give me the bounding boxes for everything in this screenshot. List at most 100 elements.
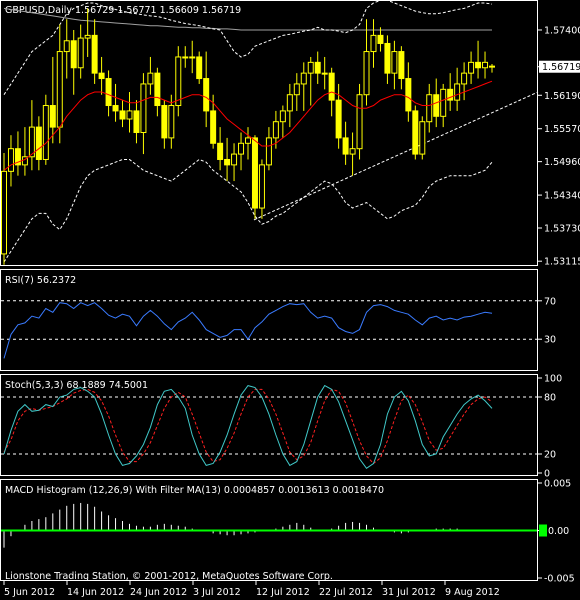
x-axis-label: 31 Jul 2012 [382,587,436,598]
price-candle [154,67,161,117]
candle-body [119,110,126,120]
price-candle [112,83,119,122]
candle-body [489,65,495,68]
macd-axis-label: -0.005 [544,574,575,585]
price-candle [105,70,112,117]
rsi-panel-title: RSI(7) 56.2372 [5,275,76,286]
price-candle [161,100,168,149]
price-candle [238,132,245,171]
candle-body [91,34,98,74]
moving-average-long-line [3,7,492,31]
candle-body [203,78,210,112]
price-candle [419,116,426,160]
price-candle [49,56,56,144]
price-candle [119,100,126,128]
candle-body [356,94,363,150]
price-candle [363,19,370,106]
support-trendline [253,91,539,221]
candle-body [7,148,14,172]
candle-body [98,72,105,80]
macd-axis-label: 0.005 [544,479,571,490]
candle-body [84,34,91,39]
price-candle [475,40,482,79]
candle-body [70,40,77,69]
stoch-panel-frame[interactable] [0,374,538,476]
macd-panel-frame[interactable] [0,479,538,581]
rsi-line [3,302,493,359]
price-axis-label: 1.53730 [544,224,580,235]
price-axis-label: 1.53115 [544,257,580,268]
candle-body [112,105,119,112]
candle-body [251,137,258,209]
candle-body [307,61,314,74]
x-axis-label: 12 Jul 2012 [256,587,310,598]
candle-body [412,110,419,155]
price-candle [307,56,314,106]
candle-body [321,72,328,75]
candle-body [147,72,154,85]
price-candle [91,19,98,84]
rsi-panel-frame[interactable] [0,269,538,371]
price-candle [482,51,489,79]
stoch-plot: 100 80 20 0 [1,374,562,480]
candle-body [168,105,175,139]
price-candle [210,94,217,149]
price-axis-label: 1.55570 [544,124,580,135]
price-ohlc-readout: 1.56729 1.56771 1.56609 1.56719 [75,5,241,16]
price-candle [391,40,398,90]
price-candle [231,143,238,182]
price-candle [279,105,286,138]
stoch-main-line [3,384,493,469]
candle-body [377,34,384,44]
price-candle [468,51,475,84]
price-candle [321,56,328,90]
price-candle [182,46,189,68]
price-candle [293,73,300,111]
price-candle [217,127,224,171]
price-candle [70,29,77,95]
candle-body [349,148,356,155]
price-candle [370,19,377,68]
price-candle [461,62,468,101]
price-candle [314,51,321,84]
price-candle [342,121,349,165]
stoch-panel-title: Stoch(5,3,3) 68.1889 74.5001 [5,380,148,391]
macd-panel-title: MACD Histogram (12,26,9) With Filter MA(… [5,485,384,496]
candle-body [314,61,321,74]
price-candle [42,94,49,165]
candle-body [210,110,217,144]
price-candle [175,46,182,117]
candle-body [391,51,398,74]
rsi-plot: 70 30 [1,296,556,359]
macd-plot: 0.005 0.00 -0.005 [1,479,575,585]
price-candle [489,63,495,73]
candle-body [175,56,182,107]
price-candle [77,24,84,79]
price-candle [349,132,356,176]
price-candle [147,56,154,95]
candle-body [14,148,21,166]
candle-body [105,78,112,107]
price-candle [398,46,405,90]
price-panel-frame[interactable] [0,0,538,266]
candle-body [342,137,349,155]
candle-body [189,56,196,59]
price-candle [28,100,35,171]
price-candle [258,159,265,219]
macd-current-label: 0.00 [548,526,569,537]
candle-body [293,83,300,96]
price-axis-label: 1.54960 [544,157,580,168]
rsi-axis-label: 30 [544,335,556,346]
candle-body [370,34,377,53]
candle-body [300,72,307,85]
candle-body [1,170,7,255]
upper-band-line [3,0,493,95]
macd-current-marker [539,524,547,537]
candle-body [35,126,42,160]
price-candle [265,127,272,171]
x-axis-label: 24 Jun 2012 [130,587,187,598]
candle-body [454,83,461,101]
candle-body [28,126,35,158]
lower-band-line [3,158,493,263]
